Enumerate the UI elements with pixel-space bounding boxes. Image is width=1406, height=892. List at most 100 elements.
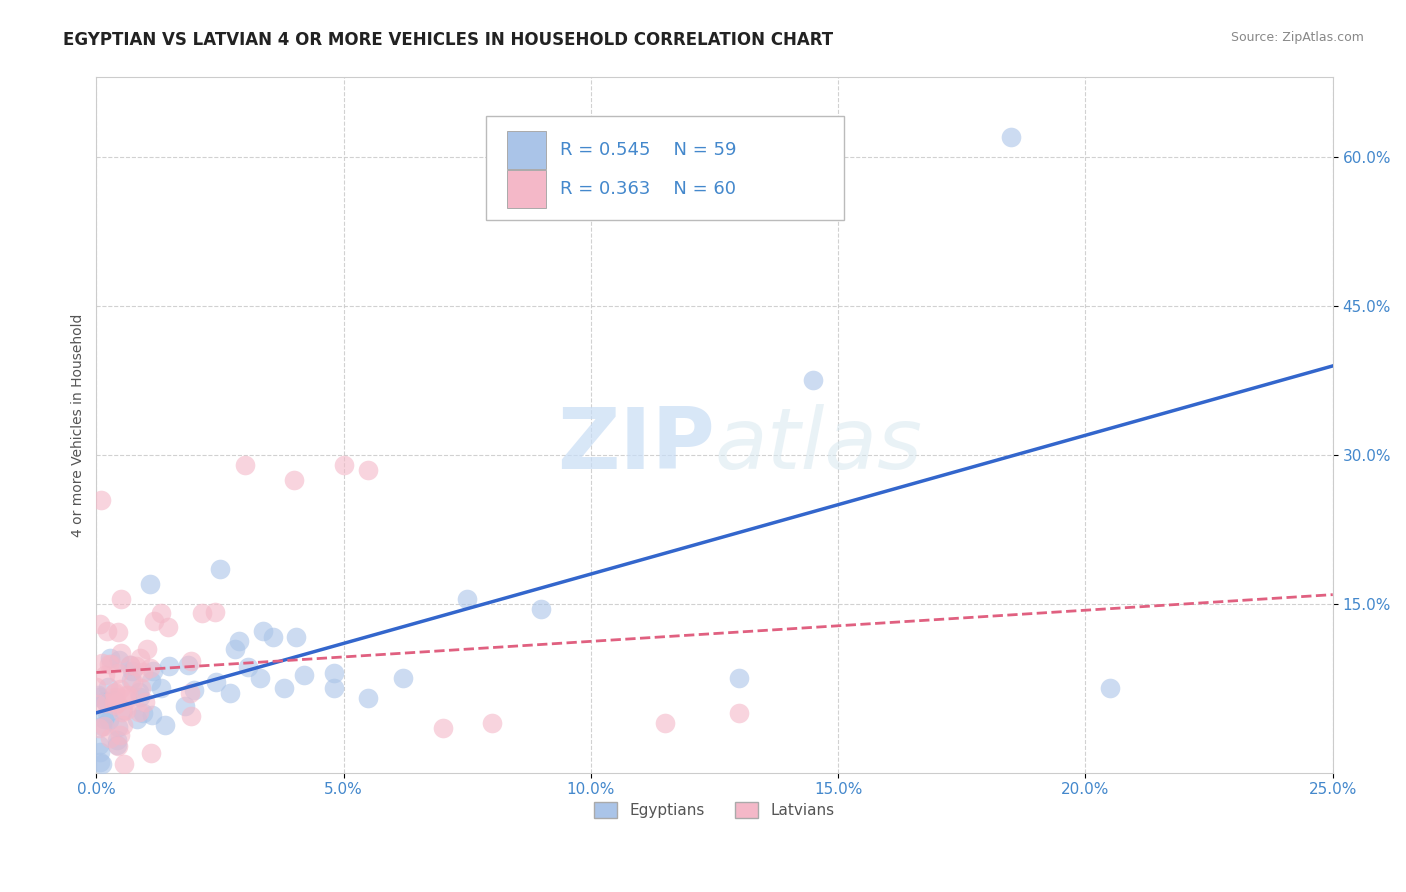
Point [98, 651, 121, 665]
Point [121, 674, 143, 689]
Point [456, 591, 478, 606]
Point [112, 756, 135, 771]
Point [1099, 681, 1122, 696]
Point [121, 664, 143, 678]
Point [94, 696, 117, 710]
Point [89, 755, 111, 769]
Point [285, 630, 308, 644]
Point [292, 668, 315, 682]
Point [180, 654, 202, 668]
Point [96, 706, 118, 720]
Point [110, 591, 132, 606]
Point [94, 694, 117, 708]
Point [89, 617, 111, 632]
Point [107, 666, 129, 681]
Text: Source: ZipAtlas.com: Source: ZipAtlas.com [1230, 31, 1364, 45]
Text: atlas: atlas [714, 404, 922, 487]
Point [128, 684, 150, 698]
Point [357, 463, 380, 477]
Point [322, 681, 344, 696]
Point [105, 732, 128, 747]
Point [208, 562, 231, 576]
Point [139, 786, 162, 800]
Point [174, 698, 197, 713]
Point [103, 695, 125, 709]
Point [125, 712, 148, 726]
Point [803, 373, 825, 387]
Point [93, 719, 115, 733]
Text: EGYPTIAN VS LATVIAN 4 OR MORE VEHICLES IN HOUSEHOLD CORRELATION CHART: EGYPTIAN VS LATVIAN 4 OR MORE VEHICLES I… [63, 31, 834, 49]
Point [728, 706, 751, 720]
Point [103, 686, 125, 700]
Point [118, 657, 141, 672]
Point [204, 674, 226, 689]
Point [94, 668, 117, 682]
Point [96, 624, 118, 639]
Point [149, 606, 172, 620]
Point [141, 665, 163, 679]
Point [125, 659, 148, 673]
Point [104, 685, 127, 699]
Text: ZIP: ZIP [557, 404, 714, 487]
Point [98, 713, 121, 727]
Point [322, 666, 344, 681]
Point [157, 620, 180, 634]
Point [252, 624, 274, 639]
Point [91, 756, 114, 771]
Point [183, 683, 205, 698]
Point [111, 705, 134, 719]
Point [143, 614, 166, 628]
Legend: Egyptians, Latvians: Egyptians, Latvians [588, 796, 841, 824]
Point [87, 688, 110, 702]
Point [114, 703, 136, 717]
Point [107, 653, 129, 667]
Point [114, 691, 136, 706]
Point [132, 665, 155, 679]
Point [87, 690, 110, 704]
Point [110, 646, 132, 660]
Point [107, 720, 129, 734]
Point [100, 657, 122, 671]
Point [129, 690, 152, 705]
Point [224, 641, 246, 656]
Point [105, 738, 128, 752]
Point [103, 693, 125, 707]
Point [481, 716, 503, 731]
Point [233, 458, 256, 472]
Point [89, 738, 111, 752]
Point [134, 695, 156, 709]
Point [432, 721, 454, 735]
Point [138, 577, 160, 591]
Point [117, 689, 139, 703]
Point [332, 458, 354, 472]
Point [180, 709, 202, 723]
Point [86, 698, 108, 712]
Point [176, 657, 198, 672]
Point [654, 716, 676, 731]
Point [89, 745, 111, 759]
Point [98, 657, 121, 671]
Text: R = 0.363    N = 60: R = 0.363 N = 60 [560, 180, 735, 198]
Point [112, 717, 135, 731]
Point [728, 672, 751, 686]
Point [204, 605, 226, 619]
Y-axis label: 4 or more Vehicles in Household: 4 or more Vehicles in Household [72, 313, 86, 537]
Point [90, 492, 112, 507]
Point [149, 681, 172, 695]
Point [283, 473, 305, 487]
Point [98, 731, 121, 745]
Point [392, 672, 415, 686]
Point [1000, 130, 1022, 145]
Point [179, 686, 201, 700]
Point [131, 681, 153, 696]
Point [108, 728, 131, 742]
Point [129, 651, 152, 665]
Point [107, 696, 129, 710]
Point [139, 661, 162, 675]
Point [249, 672, 271, 686]
Point [228, 633, 250, 648]
Point [87, 721, 110, 735]
Point [153, 718, 176, 732]
Point [91, 656, 114, 670]
Point [141, 707, 163, 722]
